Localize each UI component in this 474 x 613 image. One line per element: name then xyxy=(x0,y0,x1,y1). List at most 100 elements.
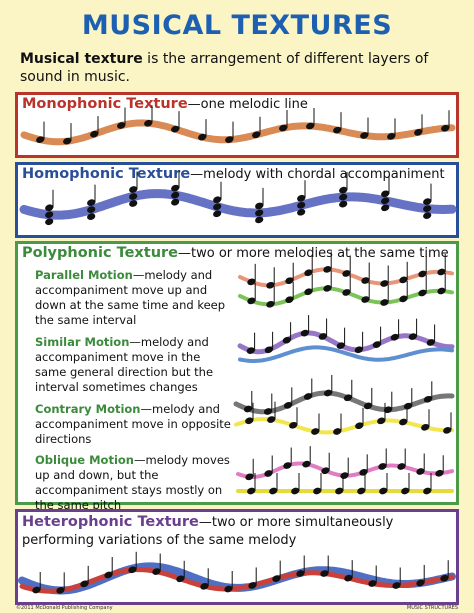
note xyxy=(283,462,292,469)
motion-text: —melody and accompaniment move in the sa… xyxy=(35,335,214,394)
intro-term: Musical texture xyxy=(20,51,143,67)
note xyxy=(297,201,306,209)
note xyxy=(252,131,261,139)
note xyxy=(368,580,377,587)
note xyxy=(443,427,452,434)
note xyxy=(354,346,363,354)
motion-name: Parallel Motion xyxy=(35,268,133,282)
note xyxy=(361,296,370,303)
motion-name: Oblique Motion xyxy=(35,453,134,467)
note xyxy=(342,289,351,296)
note xyxy=(333,126,342,134)
title: MUSICAL TEXTURES xyxy=(81,10,393,41)
motion-text: —melody moves up and down, but the accom… xyxy=(35,453,230,512)
note xyxy=(380,299,389,306)
note xyxy=(32,586,41,594)
note xyxy=(266,281,275,289)
note xyxy=(306,122,315,130)
motion-text: —melody and accompaniment move in opposi… xyxy=(35,402,231,446)
note xyxy=(45,211,54,219)
note xyxy=(56,587,65,594)
note xyxy=(171,198,180,206)
motion-name: Similar Motion xyxy=(35,335,130,349)
note xyxy=(247,278,256,286)
note xyxy=(408,333,417,340)
note xyxy=(213,196,222,204)
note xyxy=(313,487,322,495)
note xyxy=(263,408,273,415)
note xyxy=(441,124,450,132)
note xyxy=(243,405,253,413)
section-text: —two or more melodies at the same time xyxy=(178,246,449,261)
note xyxy=(416,579,425,587)
note xyxy=(264,470,273,477)
note xyxy=(360,132,369,139)
note xyxy=(323,389,333,397)
note xyxy=(266,300,275,308)
motion-name: Contrary Motion xyxy=(35,402,141,416)
note xyxy=(303,393,313,400)
note xyxy=(423,212,432,219)
note xyxy=(333,428,342,435)
motion-item: Contrary Motion—melody and accompaniment… xyxy=(35,402,235,447)
note xyxy=(245,473,254,481)
note xyxy=(255,202,264,210)
note xyxy=(247,297,256,305)
note xyxy=(361,277,370,284)
note xyxy=(440,574,449,582)
section-name: Monophonic Texture xyxy=(22,96,188,112)
note xyxy=(399,276,408,284)
note xyxy=(297,194,306,202)
intro-text: is the arrangement of different layers o… xyxy=(20,51,429,85)
section-text: —two or more simultaneously performing v… xyxy=(22,515,394,548)
note xyxy=(339,186,348,194)
note xyxy=(377,417,386,425)
note xyxy=(423,198,432,205)
note xyxy=(285,296,294,304)
note xyxy=(426,339,435,346)
series: MUSIC STRUCTURES xyxy=(406,605,458,611)
note xyxy=(302,460,311,468)
note xyxy=(87,206,96,213)
note xyxy=(198,133,207,141)
note xyxy=(225,136,234,143)
note xyxy=(129,186,138,193)
section-name: Heterophonic Texture xyxy=(22,514,199,530)
note xyxy=(171,191,180,199)
note xyxy=(379,487,388,495)
note xyxy=(378,463,387,470)
note xyxy=(117,122,126,129)
note xyxy=(36,136,45,144)
note xyxy=(372,341,381,348)
wave xyxy=(19,189,457,220)
note xyxy=(104,571,113,579)
note xyxy=(323,266,332,273)
wave xyxy=(19,566,455,594)
wave xyxy=(20,119,456,146)
section-text: —one melodic line xyxy=(187,97,308,112)
note xyxy=(80,580,89,588)
note xyxy=(304,269,313,277)
note xyxy=(339,193,348,201)
note xyxy=(144,119,153,127)
note xyxy=(152,568,161,575)
note xyxy=(435,469,444,477)
note xyxy=(403,402,413,410)
note xyxy=(200,582,209,590)
note xyxy=(380,280,389,287)
note xyxy=(63,137,72,145)
note xyxy=(279,124,288,132)
note xyxy=(300,329,309,337)
note xyxy=(381,197,390,205)
mono-box xyxy=(15,92,459,158)
note xyxy=(340,472,349,479)
note xyxy=(381,190,390,198)
note xyxy=(381,204,390,212)
note xyxy=(213,210,222,218)
note xyxy=(129,200,138,207)
note xyxy=(437,268,446,276)
note xyxy=(247,487,256,495)
note xyxy=(355,422,364,430)
note xyxy=(246,347,255,354)
note xyxy=(336,342,345,350)
